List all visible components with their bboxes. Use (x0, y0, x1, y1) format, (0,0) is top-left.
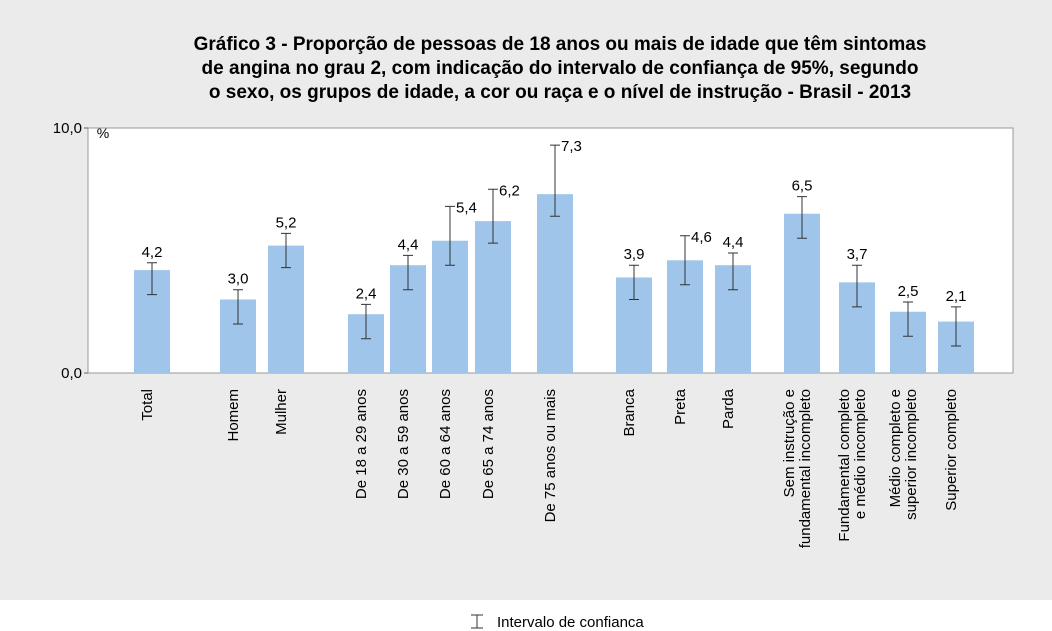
chart-title: Gráfico 3 - Proporção de pessoas de 18 a… (194, 34, 927, 103)
data-label: 5,2 (276, 214, 297, 231)
x-tick-label: Parda (720, 388, 737, 429)
error-bar (281, 232, 291, 269)
data-label: 4,4 (723, 234, 744, 251)
x-tick-label: Homem (225, 389, 242, 442)
x-tick-label: Preta (672, 388, 689, 425)
error-bar (852, 264, 862, 308)
data-label: 7,3 (561, 138, 582, 155)
x-tick-label: Médio completo esuperior incompleto (887, 389, 920, 520)
error-bar (550, 144, 560, 217)
error-bar (361, 303, 371, 340)
error-bar (445, 205, 455, 266)
error-bar (680, 235, 690, 286)
data-label: 3,0 (228, 271, 249, 288)
x-tick-label: De 30 a 59 anos (395, 389, 412, 499)
x-tick-label: De 18 a 29 anos (353, 389, 370, 499)
error-bar (488, 188, 498, 244)
x-tick-label: De 60 a 64 anos (437, 389, 454, 499)
y-tick-label: 0,0 (61, 365, 82, 382)
y-tick-label: 10,0 (53, 120, 82, 137)
data-label: 3,9 (624, 246, 645, 263)
x-tick-label: Branca (621, 388, 638, 436)
data-label: 4,2 (142, 244, 163, 261)
legend: Intervalo de confianca (471, 614, 644, 631)
error-bar (147, 262, 157, 296)
error-bar (233, 289, 243, 325)
data-label: 4,6 (691, 229, 712, 246)
x-tick-label: Total (139, 389, 156, 421)
bar (784, 213, 820, 373)
bar (537, 194, 573, 373)
x-tick-label: Superior completo (943, 389, 960, 511)
data-label: 4,4 (398, 236, 419, 253)
x-tick-label: De 65 a 74 anos (480, 389, 497, 499)
data-label: 5,4 (456, 199, 477, 216)
data-label: 2,1 (946, 288, 967, 305)
x-tick-label: Mulher (273, 389, 290, 435)
error-bar (728, 252, 738, 291)
y-axis-label: % (97, 125, 109, 141)
data-label: 3,7 (847, 246, 868, 263)
data-label: 6,5 (792, 178, 813, 195)
bar (475, 221, 511, 373)
error-bar (403, 254, 413, 291)
error-bar (951, 306, 961, 347)
data-label: 2,4 (356, 285, 377, 302)
legend-label: Intervalo de confianca (497, 614, 644, 631)
x-tick-label: De 75 anos ou mais (542, 389, 559, 522)
data-label: 2,5 (898, 283, 919, 300)
x-tick-label: Fundamental completoe médio incompleto (836, 389, 869, 542)
error-bar (629, 264, 639, 300)
error-bar (797, 196, 807, 239)
error-bar (903, 301, 913, 337)
legend-symbol (471, 614, 483, 629)
data-label: 6,2 (499, 182, 520, 199)
x-tick-label: Sem instrução efundamental incompleto (781, 389, 814, 548)
